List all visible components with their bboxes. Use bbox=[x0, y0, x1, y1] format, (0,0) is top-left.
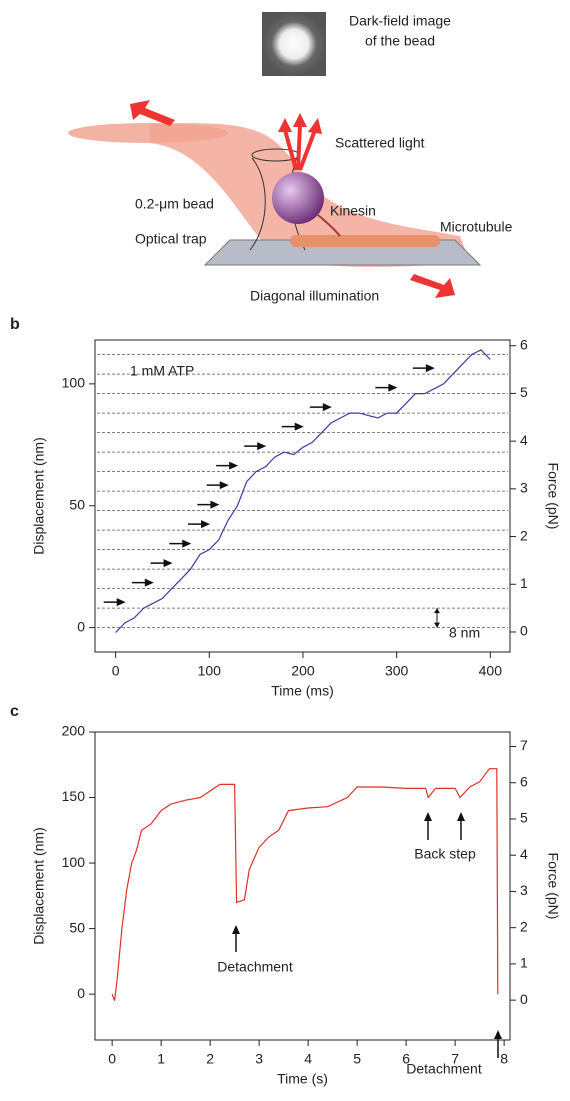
y-tick-label: 50 bbox=[69, 496, 85, 512]
y2-tick-label: 1 bbox=[520, 955, 528, 971]
caption: of the bead bbox=[365, 33, 435, 49]
label: 0.2-μm bead bbox=[135, 196, 214, 212]
step-arrow-head bbox=[257, 442, 267, 451]
y2-tick-label: 7 bbox=[520, 737, 528, 753]
annotation: 1 mM ATP bbox=[130, 363, 194, 379]
x-tick-label: 300 bbox=[385, 663, 409, 679]
annotation: Detachment bbox=[406, 1061, 482, 1077]
kinesin bbox=[317, 214, 341, 237]
trace bbox=[115, 349, 491, 633]
panel-label: c bbox=[10, 703, 19, 720]
x-tick-label: 5 bbox=[353, 1051, 361, 1067]
step-arrow-head bbox=[144, 578, 154, 587]
x-tick-label: 8 bbox=[500, 1051, 508, 1067]
dark-field-image bbox=[262, 12, 326, 76]
label: Optical trap bbox=[135, 231, 207, 247]
y2-tick-label: 6 bbox=[520, 773, 528, 789]
x-axis-label: Time (s) bbox=[277, 1071, 328, 1087]
step-arrow-head bbox=[219, 481, 229, 490]
bead bbox=[272, 172, 324, 224]
y2-tick-label: 6 bbox=[520, 336, 528, 352]
y2-tick-label: 3 bbox=[520, 882, 528, 898]
x-tick-label: 1 bbox=[157, 1051, 165, 1067]
x-tick-label: 6 bbox=[402, 1051, 410, 1067]
step-arrow-head bbox=[229, 461, 239, 470]
step-arrow-head bbox=[294, 422, 304, 431]
microtubule bbox=[290, 235, 440, 247]
y-tick-label: 0 bbox=[77, 618, 85, 634]
step-arrow-head bbox=[388, 383, 398, 392]
scale-bar-head bbox=[434, 622, 440, 628]
label: Diagonal illumination bbox=[250, 288, 379, 304]
y2-tick-label: 5 bbox=[520, 810, 528, 826]
y-axis-label: Displacement (nm) bbox=[31, 827, 47, 944]
x-tick-label: 0 bbox=[108, 1051, 116, 1067]
step-arrow-head bbox=[182, 539, 192, 548]
x-tick-label: 3 bbox=[255, 1051, 263, 1067]
x-tick-label: 200 bbox=[291, 663, 315, 679]
label: Kinesin bbox=[330, 203, 376, 219]
plot-frame bbox=[94, 339, 511, 653]
y-tick-label: 100 bbox=[62, 854, 86, 870]
step-arrow-head bbox=[163, 559, 173, 568]
annotation-arrow-head bbox=[424, 812, 432, 821]
plot-frame bbox=[94, 731, 511, 1041]
y-tick-label: 100 bbox=[62, 375, 86, 391]
x-tick-label: 100 bbox=[198, 663, 222, 679]
step-arrow-head bbox=[322, 403, 332, 412]
step-arrow-head bbox=[116, 598, 126, 607]
y-tick-label: 200 bbox=[62, 723, 86, 739]
y2-tick-label: 5 bbox=[520, 384, 528, 400]
y2-tick-label: 3 bbox=[520, 480, 528, 496]
label: Scattered light bbox=[335, 135, 425, 151]
annotation-arrow-head bbox=[457, 812, 465, 821]
y2-axis-label: Force (pN) bbox=[545, 463, 561, 530]
annotation-arrow-head bbox=[232, 925, 240, 934]
x-tick-label: 2 bbox=[206, 1051, 214, 1067]
x-tick-label: 4 bbox=[304, 1051, 312, 1067]
y2-tick-label: 0 bbox=[520, 991, 528, 1007]
annotation: Detachment bbox=[217, 959, 293, 975]
step-arrow-head bbox=[210, 500, 220, 509]
y-axis-label: Displacement (nm) bbox=[31, 437, 47, 554]
scale-bar-head bbox=[434, 608, 440, 614]
y2-axis-label: Force (pN) bbox=[545, 853, 561, 920]
trace bbox=[111, 768, 499, 1001]
y2-tick-label: 2 bbox=[520, 918, 528, 934]
y2-tick-label: 4 bbox=[520, 432, 528, 448]
x-axis-label: Time (ms) bbox=[271, 683, 333, 699]
annotation-arrow-head bbox=[494, 1030, 502, 1039]
step-arrow-head bbox=[201, 520, 211, 529]
y2-tick-label: 0 bbox=[520, 623, 528, 639]
caption: Dark-field image bbox=[349, 13, 451, 29]
y2-tick-label: 2 bbox=[520, 527, 528, 543]
annotation: 8 nm bbox=[449, 625, 480, 641]
panel-label: b bbox=[10, 316, 20, 333]
diagram: Dark-field image of the bead Scattered l… bbox=[68, 12, 513, 304]
label: Microtubule bbox=[440, 219, 513, 235]
y-tick-label: 50 bbox=[69, 919, 85, 935]
scattered-arrows bbox=[130, 100, 455, 298]
x-tick-label: 0 bbox=[112, 663, 120, 679]
y2-tick-label: 1 bbox=[520, 575, 528, 591]
x-tick-label: 7 bbox=[451, 1051, 459, 1067]
step-arrow-head bbox=[425, 364, 435, 373]
y-tick-label: 0 bbox=[77, 985, 85, 1001]
annotation: Back step bbox=[414, 846, 476, 862]
y2-tick-label: 4 bbox=[520, 846, 528, 862]
x-tick-label: 400 bbox=[479, 663, 503, 679]
y-tick-label: 150 bbox=[62, 788, 86, 804]
